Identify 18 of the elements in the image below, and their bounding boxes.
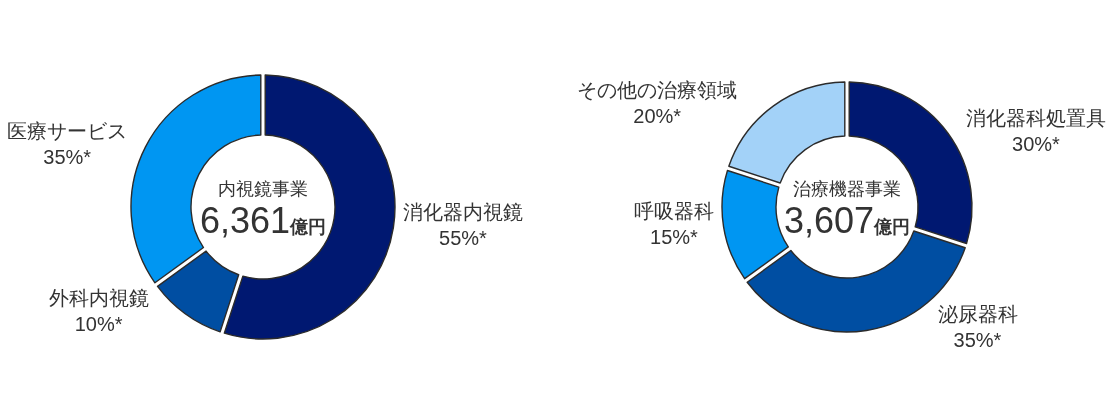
text: 治療機器事業 (793, 179, 901, 199)
data-label: 15%* (650, 225, 699, 248)
slice-label: 呼吸器科 (634, 199, 714, 222)
data-label: 30%* (1012, 132, 1061, 155)
data-label: 35%* (953, 329, 1002, 352)
slice-label: 外科内視鏡 (48, 286, 149, 309)
slice-label: 消化器内視鏡 (403, 200, 523, 223)
slice-label: 消化器科処置具 (966, 106, 1106, 129)
slice-label: 医療サービス (7, 120, 128, 143)
text: 6,361億円 (199, 200, 327, 241)
slice-label: 泌尿器科 (937, 303, 1018, 326)
text: 内視鏡事業 (218, 179, 308, 199)
slice-label: その他の治療領域 (577, 78, 738, 101)
data-label: 10%* (74, 312, 123, 335)
data-label: 35%* (43, 146, 92, 169)
data-label: 55%* (439, 226, 488, 249)
text: 3,607億円 (783, 200, 911, 241)
data-label: 20%* (633, 104, 682, 127)
